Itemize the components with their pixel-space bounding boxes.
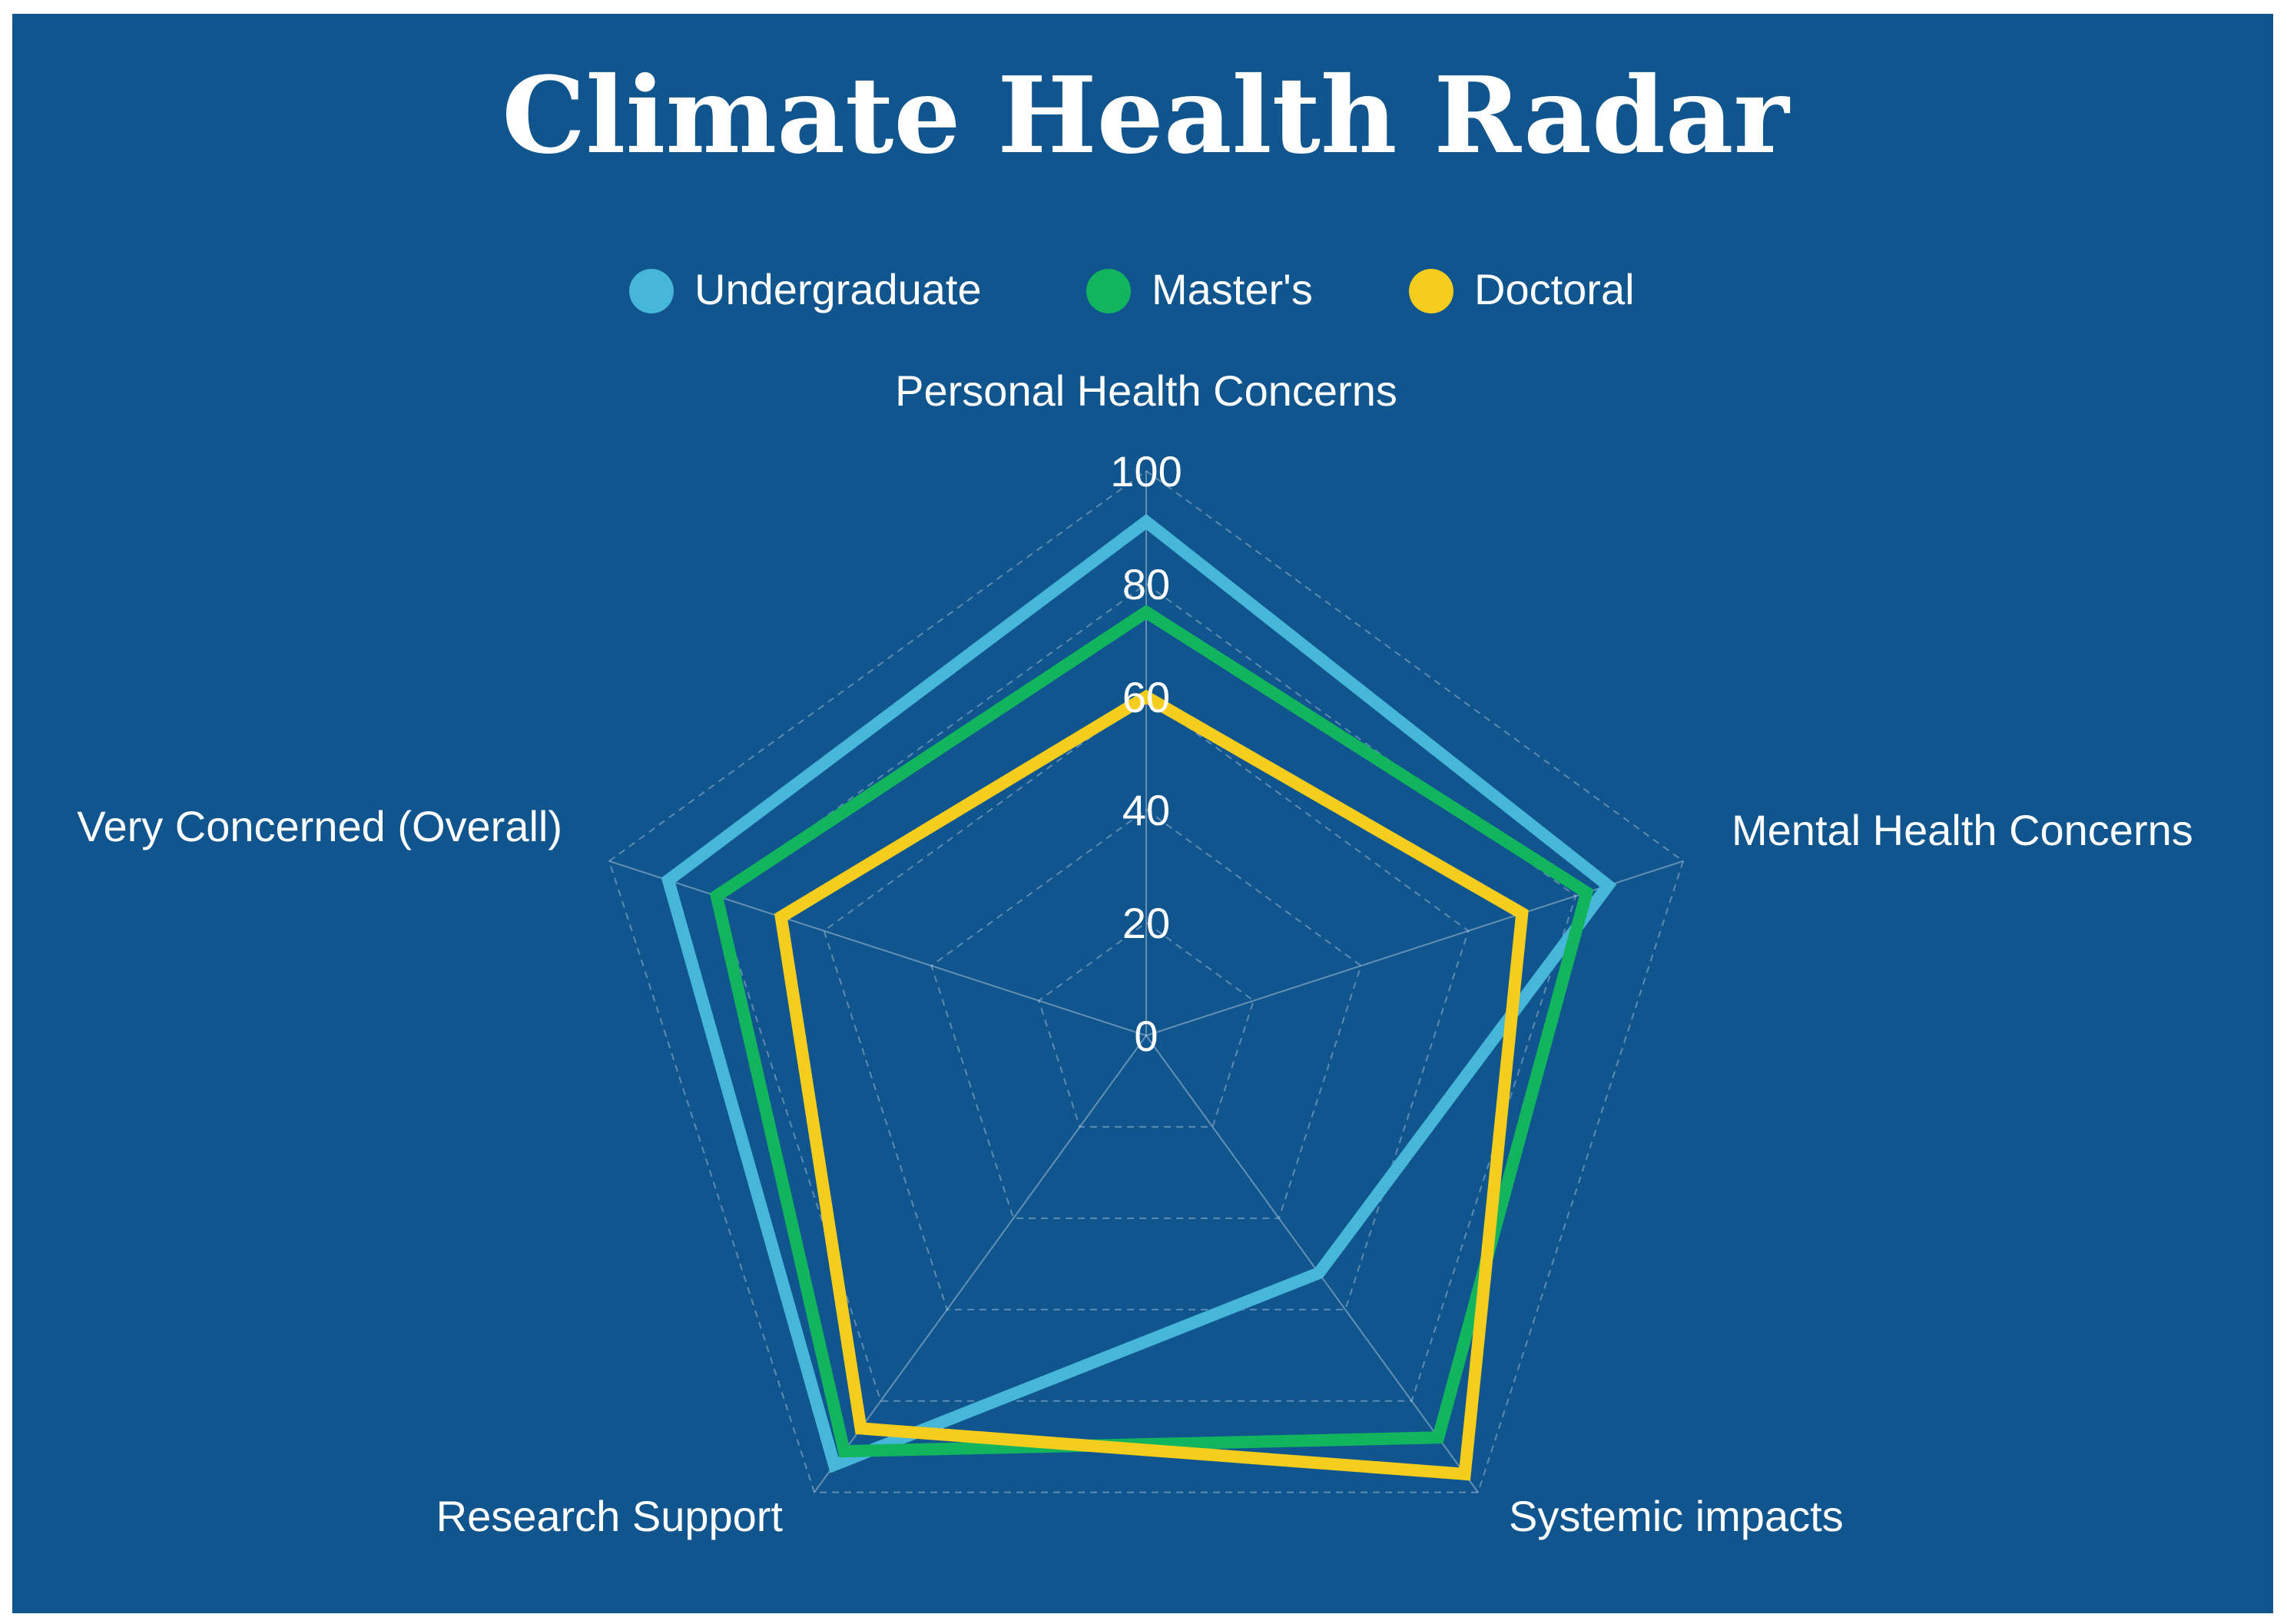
tick-label: 20 (1122, 899, 1170, 947)
axis-label-research-support: Research Support (436, 1492, 784, 1540)
legend: Undergraduate Master's Doctoral (629, 265, 1635, 313)
grid-ring-100 (608, 469, 1685, 1493)
legend-label-masters: Master's (1152, 265, 1313, 313)
grid-ring-60 (823, 695, 1470, 1311)
axis-label-very-concerned: Very Concerned (Overall) (77, 802, 562, 850)
chart-title: Climate Health Radar (502, 54, 1790, 177)
legend-item-masters[interactable]: Master's (1086, 265, 1313, 313)
radar-chart: Climate Health Radar Undergraduate Maste… (77, 54, 2193, 1540)
radial-ticks: 0 20 40 60 80 100 (1110, 447, 1182, 1060)
grid-ring-40 (930, 808, 1362, 1219)
legend-swatch-doctoral (1409, 269, 1453, 313)
tick-label: 100 (1110, 447, 1182, 495)
axis-labels: Personal Health Concerns Mental Health C… (77, 366, 2193, 1540)
legend-item-doctoral[interactable]: Doctoral (1409, 265, 1635, 313)
axis-label-mental-health: Mental Health Concerns (1732, 806, 2193, 854)
grid-spoke-3 (814, 1035, 1147, 1493)
legend-item-undergraduate[interactable]: Undergraduate (629, 265, 982, 313)
series-layer (661, 514, 1617, 1481)
grid-spoke-2 (1145, 1035, 1479, 1493)
grid-spoke-1 (1145, 860, 1684, 1036)
chart-card: Climate Health Radar Undergraduate Maste… (12, 14, 2273, 1613)
tick-label: 80 (1122, 560, 1170, 608)
axis-label-personal-health: Personal Health Concerns (895, 366, 1397, 415)
tick-label: 40 (1122, 786, 1170, 834)
tick-label: 0 (1134, 1012, 1158, 1060)
grid-spoke-4 (608, 860, 1147, 1036)
legend-label-undergraduate: Undergraduate (694, 265, 982, 313)
axis-label-systemic-impacts: Systemic impacts (1509, 1492, 1844, 1540)
legend-swatch-undergraduate (629, 269, 674, 313)
series-line-0 (661, 514, 1617, 1473)
tick-label: 60 (1122, 673, 1170, 721)
series-line-2 (774, 689, 1529, 1481)
legend-label-doctoral: Doctoral (1474, 265, 1635, 313)
legend-swatch-masters (1086, 269, 1131, 313)
grid-ring-20 (1038, 921, 1255, 1128)
